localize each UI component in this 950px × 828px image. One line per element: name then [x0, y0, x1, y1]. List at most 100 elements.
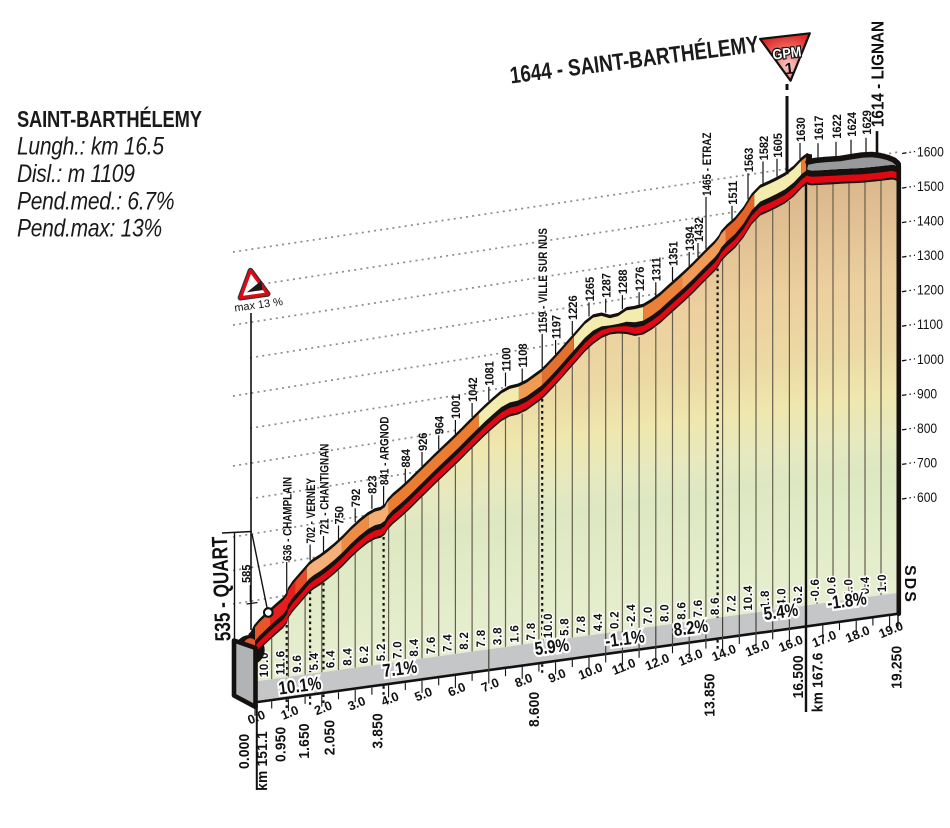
- svg-text:884: 884: [400, 449, 414, 468]
- svg-text:7.0: 7.0: [479, 675, 501, 696]
- svg-text:-0.6: -0.6: [827, 576, 839, 599]
- svg-text:1000: 1000: [917, 351, 944, 367]
- svg-text:1.650: 1.650: [297, 723, 314, 758]
- svg-text:1465 - ETRAZ: 1465 - ETRAZ: [701, 132, 714, 196]
- svg-text:636 - CHAMPLAIN: 636 - CHAMPLAIN: [282, 477, 295, 561]
- svg-text:0.950: 0.950: [273, 727, 290, 762]
- svg-text:1226: 1226: [567, 295, 581, 320]
- svg-text:1265: 1265: [583, 276, 597, 301]
- svg-text:0.2: 0.2: [610, 611, 622, 629]
- svg-text:8.4: 8.4: [409, 638, 421, 656]
- svg-text:8.6: 8.6: [676, 601, 688, 619]
- svg-text:1.6: 1.6: [509, 624, 521, 642]
- svg-text:841 - ARGNOD: 841 - ARGNOD: [378, 417, 391, 485]
- svg-text:3.0: 3.0: [345, 693, 367, 714]
- svg-text:800: 800: [917, 420, 937, 436]
- svg-text:702 - VERNEY: 702 - VERNEY: [305, 477, 318, 543]
- svg-text:1630: 1630: [794, 117, 808, 142]
- svg-text:1200: 1200: [917, 282, 944, 298]
- svg-text:721 - CHANTIGNAN: 721 - CHANTIGNAN: [318, 444, 331, 535]
- svg-text:10.0: 10.0: [543, 613, 555, 639]
- svg-text:700: 700: [917, 454, 937, 470]
- svg-text:Disl.: m 1109: Disl.: m 1109: [17, 159, 135, 187]
- svg-text:Pend.max: 13%: Pend.max: 13%: [17, 214, 162, 242]
- svg-text:1300: 1300: [917, 247, 944, 263]
- svg-text:11.6: 11.6: [276, 650, 288, 675]
- svg-text:GPM: GPM: [772, 44, 803, 63]
- svg-text:926: 926: [416, 432, 430, 451]
- svg-text:3.8: 3.8: [493, 627, 505, 645]
- svg-text:1159 - VILLE SUR NUS: 1159 - VILLE SUR NUS: [537, 228, 550, 333]
- svg-text:7.6: 7.6: [426, 636, 438, 654]
- svg-text:5.8: 5.8: [560, 618, 572, 636]
- svg-text:1400: 1400: [917, 213, 944, 229]
- svg-text:6.2: 6.2: [793, 585, 805, 603]
- svg-text:1100: 1100: [917, 316, 943, 332]
- svg-text:7.0: 7.0: [392, 641, 404, 659]
- svg-text:7.4: 7.4: [443, 634, 455, 652]
- svg-text:535 - QUART: 535 - QUART: [208, 536, 236, 642]
- svg-text:8.4: 8.4: [342, 647, 354, 665]
- svg-text:792: 792: [349, 488, 363, 507]
- svg-text:7.2: 7.2: [727, 594, 739, 612]
- svg-text:1394: 1394: [683, 226, 697, 251]
- svg-text:1081: 1081: [483, 361, 497, 386]
- svg-text:8.0: 8.0: [512, 670, 534, 691]
- svg-text:1351: 1351: [667, 241, 681, 266]
- svg-text:7.8: 7.8: [476, 629, 488, 647]
- svg-text:1.0: 1.0: [843, 578, 855, 596]
- svg-text:km 167.6: km 167.6: [810, 653, 827, 713]
- svg-text:5.2: 5.2: [376, 643, 388, 661]
- svg-text:1617: 1617: [812, 116, 826, 141]
- svg-text:13.850: 13.850: [702, 673, 719, 716]
- svg-text:1.0: 1.0: [877, 574, 889, 592]
- svg-text:1614 - LIGNAN: 1614 - LIGNAN: [867, 21, 887, 127]
- svg-text:1288: 1288: [617, 269, 631, 294]
- svg-text:2.050: 2.050: [322, 720, 339, 755]
- svg-text:9.0: 9.0: [546, 665, 568, 686]
- svg-text:-0.6: -0.6: [810, 578, 822, 601]
- svg-text:1629: 1629: [860, 110, 874, 135]
- svg-text:1.8: 1.8: [760, 590, 772, 608]
- svg-text:SAINT-BARTHÉLEMY: SAINT-BARTHÉLEMY: [17, 107, 202, 133]
- svg-text:1: 1: [784, 60, 795, 78]
- svg-text:600: 600: [917, 489, 937, 505]
- svg-text:1432: 1432: [692, 217, 706, 242]
- svg-text:Lungh.: km 16.5: Lungh.: km 16.5: [17, 132, 164, 160]
- svg-text:-1.8%: -1.8%: [826, 588, 868, 614]
- svg-text:8.2: 8.2: [459, 631, 471, 649]
- svg-text:Pend.med.: 6.7%: Pend.med.: 6.7%: [17, 187, 174, 215]
- svg-text:1511: 1511: [726, 180, 740, 204]
- svg-text:1.0: 1.0: [279, 702, 301, 723]
- svg-text:7.6: 7.6: [693, 599, 705, 617]
- svg-text:8.600: 8.600: [527, 692, 544, 727]
- svg-text:km 151.1: km 151.1: [255, 731, 272, 791]
- svg-text:1197: 1197: [550, 315, 564, 339]
- svg-text:1276: 1276: [633, 266, 647, 291]
- svg-text:1605: 1605: [771, 133, 785, 158]
- svg-text:900: 900: [917, 385, 937, 401]
- svg-text:7.8: 7.8: [576, 615, 588, 633]
- svg-text:964: 964: [433, 415, 447, 434]
- svg-text:4.4: 4.4: [593, 613, 605, 631]
- svg-text:1600: 1600: [917, 144, 944, 160]
- svg-text:10.4: 10.4: [743, 585, 755, 611]
- svg-text:0.000: 0.000: [237, 734, 254, 769]
- svg-text:7.8: 7.8: [526, 622, 538, 640]
- svg-text:SDS: SDS: [901, 565, 918, 604]
- svg-text:2.0: 2.0: [312, 698, 334, 719]
- svg-text:8.6: 8.6: [710, 597, 722, 615]
- svg-text:6.2: 6.2: [359, 645, 371, 663]
- svg-text:16.500: 16.500: [791, 655, 808, 698]
- svg-text:-2.4: -2.4: [626, 604, 638, 627]
- svg-text:1001: 1001: [450, 394, 464, 419]
- svg-text:1042: 1042: [466, 377, 480, 402]
- svg-text:1563: 1563: [742, 147, 756, 172]
- svg-text:750: 750: [333, 506, 347, 525]
- svg-text:6.4: 6.4: [326, 650, 338, 668]
- svg-text:1287: 1287: [600, 273, 614, 298]
- svg-text:19.250: 19.250: [889, 646, 906, 689]
- svg-text:1311: 1311: [650, 257, 664, 281]
- svg-text:0.4: 0.4: [860, 576, 872, 594]
- svg-text:5.0: 5.0: [412, 684, 434, 705]
